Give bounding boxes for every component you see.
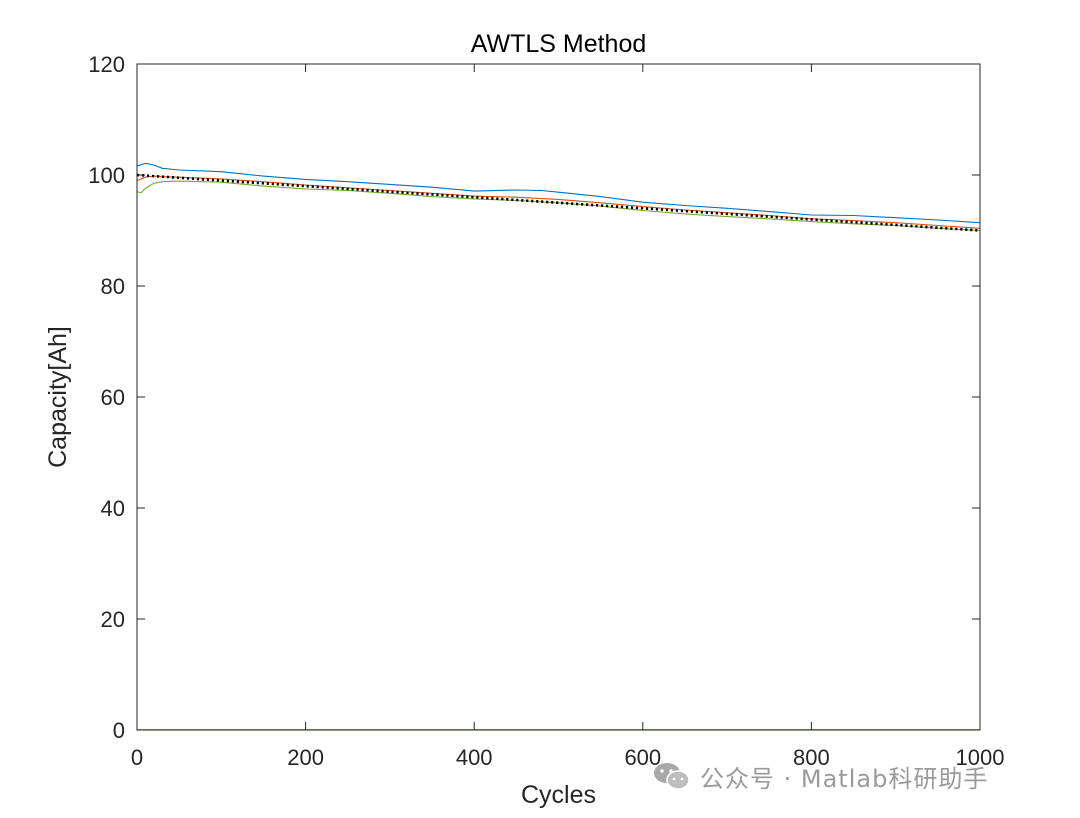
x-tick-label: 600	[624, 745, 661, 770]
y-tick-label: 20	[101, 607, 125, 632]
y-tick-label: 0	[113, 718, 125, 743]
x-axis-label: Cycles	[521, 781, 596, 809]
y-tick-label: 100	[88, 163, 125, 188]
y-tick-label: 80	[101, 274, 125, 299]
watermark: 公众号 · Matlab科研助手	[652, 758, 988, 794]
x-tick-label: 800	[793, 745, 830, 770]
y-tick-label: 60	[101, 385, 125, 410]
series-line-2	[136, 175, 981, 229]
axes-layer: 0 200 400 600 800 1000 0 20 40 60 80 100 120	[88, 52, 1004, 770]
watermark-text: 公众号 · Matlab科研助手	[700, 764, 989, 793]
y-tick-label: 40	[101, 496, 125, 521]
x-tick-label: 0	[131, 745, 143, 770]
y-axis-label: Capacity[Ah]	[44, 326, 72, 468]
x-tick-label: 200	[287, 745, 324, 770]
series-line-1	[136, 162, 981, 224]
x-tick-label: 1000	[956, 745, 1005, 770]
wechat-icon	[652, 761, 692, 791]
y-tick-label: 120	[88, 52, 125, 77]
series-line-3	[136, 180, 981, 232]
x-tick-label: 400	[456, 745, 493, 770]
chart-title: AWTLS Method	[471, 30, 647, 58]
plot-area	[137, 64, 980, 730]
series-line-4	[136, 173, 981, 232]
